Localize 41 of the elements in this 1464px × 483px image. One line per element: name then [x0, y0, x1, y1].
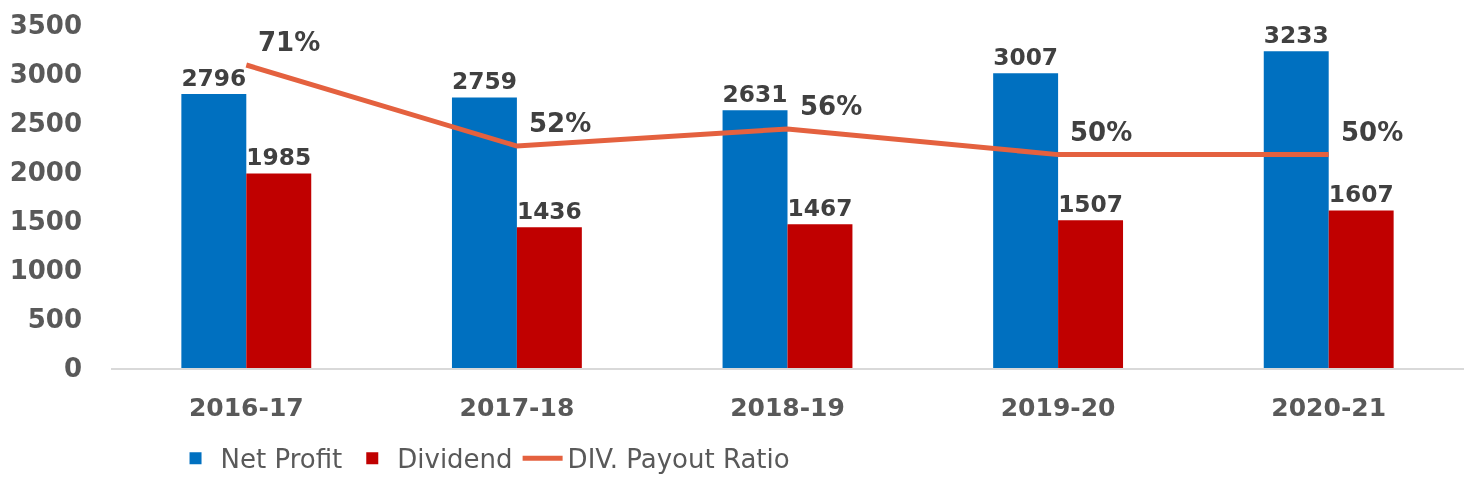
data-label: 1985	[246, 143, 312, 171]
data-label: 2631	[722, 79, 788, 107]
data-label: 1607	[1328, 180, 1394, 208]
data-label: 50%	[1341, 117, 1404, 147]
legend-label: DIV. Payout Ratio	[567, 444, 790, 475]
data-label: 2759	[451, 67, 517, 95]
data-label: 56%	[800, 91, 863, 121]
y-tick-label: 3000	[9, 59, 82, 90]
y-tick-label: 500	[27, 304, 82, 335]
x-tick-label: 2016-17	[188, 393, 304, 422]
x-tick-label: 2018-19	[730, 393, 845, 422]
bar	[1058, 220, 1124, 368]
bar	[993, 73, 1059, 368]
data-label: 50%	[1070, 117, 1133, 147]
y-tick-label: 1000	[9, 255, 82, 286]
data-label: 1467	[787, 193, 853, 221]
bar	[787, 224, 853, 368]
bar	[181, 93, 247, 368]
y-tick-label: 2000	[9, 157, 82, 188]
data-label: 3007	[993, 42, 1059, 70]
bar	[516, 227, 582, 368]
x-tick-label: 2019-20	[1000, 393, 1116, 422]
x-tick-label: 2020-21	[1271, 393, 1387, 422]
y-tick-label: 1500	[9, 206, 82, 237]
data-label: 52%	[529, 108, 592, 138]
y-tick-label: 3500	[9, 10, 82, 41]
bar	[246, 173, 312, 368]
legend-label: Net Profit	[220, 444, 343, 475]
x-tick-label: 2017-18	[459, 393, 575, 422]
legend-label: Dividend	[397, 444, 513, 475]
bar	[722, 110, 788, 368]
y-tick-label: 2500	[9, 108, 82, 139]
data-label: 3233	[1263, 20, 1329, 48]
data-label: 1436	[516, 196, 582, 224]
data-label: 1507	[1058, 189, 1124, 217]
data-label: 71%	[258, 27, 321, 57]
data-label: 2796	[181, 63, 247, 91]
bar	[1328, 210, 1394, 368]
bar	[1263, 51, 1329, 368]
bar	[451, 97, 517, 368]
y-tick-label: 0	[63, 353, 82, 384]
